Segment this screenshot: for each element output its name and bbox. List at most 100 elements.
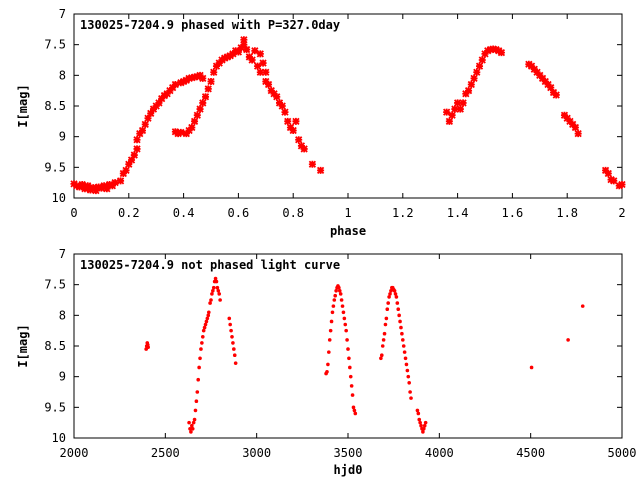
data-point (470, 74, 478, 83)
data-point (192, 417, 197, 422)
data-point (278, 102, 286, 110)
data-point (417, 417, 422, 422)
data-point (329, 319, 334, 324)
data-point-marker (199, 99, 207, 107)
data-point-marker (196, 105, 204, 113)
data-point (116, 177, 125, 185)
y-tick-label: 8.5 (44, 99, 66, 113)
data-point (92, 187, 100, 195)
data-point (403, 356, 408, 361)
data-point-marker (281, 108, 289, 116)
data-point-marker (147, 109, 155, 117)
y-tick-label: 9.5 (44, 160, 66, 174)
data-point (199, 99, 207, 107)
data-point (190, 423, 194, 428)
data-point (340, 304, 345, 308)
data-point (211, 285, 216, 290)
data-point (284, 117, 292, 125)
data-point (264, 80, 273, 89)
data-point (190, 117, 199, 125)
data-point-marker (73, 182, 81, 190)
data-point (189, 430, 193, 434)
data-point (198, 356, 202, 361)
data-point-marker (552, 91, 560, 99)
data-point (230, 335, 234, 339)
data-point (84, 182, 92, 190)
data-point-marker (210, 68, 218, 76)
data-point-marker (155, 99, 163, 107)
data-point (232, 353, 237, 358)
data-point (214, 279, 219, 284)
plot-frame (73, 253, 623, 439)
data-point (347, 356, 351, 361)
data-point (404, 362, 409, 367)
data-point (353, 411, 358, 416)
data-point-marker (92, 187, 100, 195)
data-point (205, 316, 210, 321)
data-point-marker (95, 183, 103, 191)
data-point (174, 129, 182, 138)
y-tick-label: 7.5 (44, 38, 66, 52)
data-point (334, 289, 338, 293)
data-point-marker (607, 175, 615, 184)
data-point (95, 183, 103, 191)
data-point-marker (615, 182, 623, 190)
data-point (207, 77, 215, 86)
data-point (251, 47, 259, 55)
data-point (385, 307, 390, 312)
data-point (240, 41, 248, 49)
data-point-marker (193, 72, 201, 81)
data-point-marker (295, 136, 303, 144)
data-point (451, 105, 459, 113)
data-point-marker (248, 56, 256, 64)
data-point (401, 338, 405, 342)
data-point (105, 180, 114, 189)
data-point-marker (84, 182, 92, 190)
data-point (604, 169, 612, 178)
data-point (188, 123, 196, 132)
data-point (231, 341, 235, 345)
data-points (70, 36, 626, 195)
data-point (339, 298, 344, 302)
data-point (221, 54, 229, 62)
data-point (292, 117, 300, 125)
data-point-marker (138, 126, 147, 135)
data-point (188, 427, 192, 431)
data-point-marker (133, 145, 141, 153)
data-point (566, 338, 570, 342)
data-point (125, 160, 133, 168)
y-axis: 7 7.5 8 8.5 9 9.5 10 (44, 247, 622, 445)
data-point (201, 328, 206, 333)
data-point (308, 160, 317, 168)
data-point-marker (240, 41, 248, 49)
data-point (78, 180, 86, 189)
data-point-marker (78, 180, 86, 189)
x-tick-label: 1 (344, 206, 351, 220)
data-point-marker (300, 145, 308, 153)
data-point-marker (179, 77, 188, 86)
data-point-marker (262, 68, 270, 76)
data-point-marker (604, 169, 612, 178)
y-tick-label: 9 (59, 370, 66, 384)
data-point (418, 420, 422, 425)
data-point-marker (242, 45, 251, 54)
data-point-marker (470, 74, 478, 83)
data-point (210, 292, 214, 296)
data-point (610, 177, 618, 185)
data-point (348, 365, 352, 370)
x-tick-label: 0.6 (228, 206, 250, 220)
y-tick-label: 9.5 (44, 400, 66, 414)
data-point (400, 331, 404, 336)
data-point (344, 328, 348, 333)
data-point-marker (453, 99, 462, 107)
x-tick-label: 1.8 (556, 206, 578, 220)
data-point (155, 99, 163, 107)
data-point (475, 62, 484, 70)
data-point (448, 111, 456, 119)
data-point (204, 319, 209, 324)
data-point (352, 408, 357, 413)
data-point (103, 185, 111, 193)
data-point (394, 295, 399, 299)
data-point-marker (571, 123, 580, 132)
